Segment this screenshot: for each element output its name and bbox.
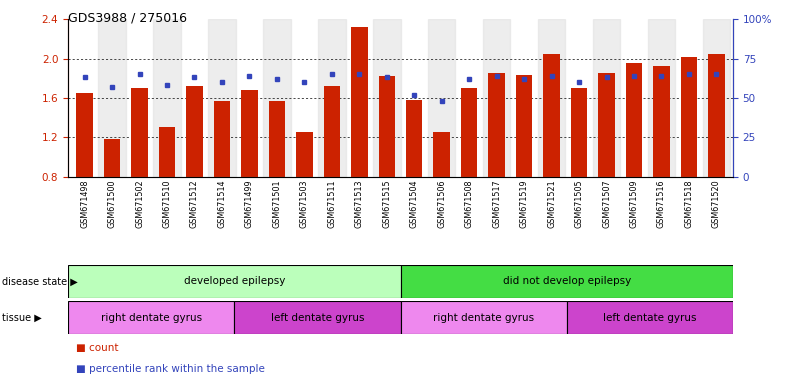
Bar: [186, 86, 203, 177]
Bar: [153, 19, 181, 177]
Bar: [68, 301, 235, 334]
Bar: [428, 19, 456, 177]
Bar: [104, 139, 120, 177]
Bar: [264, 19, 291, 177]
Bar: [400, 265, 733, 298]
Text: disease state ▶: disease state ▶: [2, 276, 78, 286]
Bar: [483, 19, 510, 177]
Text: left dentate gyrus: left dentate gyrus: [603, 313, 697, 323]
Bar: [626, 63, 642, 177]
Text: ■ count: ■ count: [76, 343, 119, 353]
Bar: [351, 27, 368, 177]
Text: tissue ▶: tissue ▶: [2, 313, 42, 323]
Bar: [567, 301, 733, 334]
Text: developed epilepsy: developed epilepsy: [183, 276, 285, 286]
Bar: [400, 301, 567, 334]
Bar: [648, 19, 675, 177]
Bar: [681, 56, 697, 177]
Bar: [76, 93, 93, 177]
Bar: [543, 54, 560, 177]
Bar: [318, 19, 345, 177]
Bar: [99, 19, 126, 177]
Bar: [433, 132, 450, 177]
Bar: [708, 54, 725, 177]
Bar: [159, 127, 175, 177]
Bar: [296, 132, 312, 177]
Bar: [593, 19, 620, 177]
Text: ■ percentile rank within the sample: ■ percentile rank within the sample: [76, 364, 265, 374]
Text: left dentate gyrus: left dentate gyrus: [271, 313, 364, 323]
Bar: [516, 75, 533, 177]
Bar: [406, 100, 422, 177]
Text: right dentate gyrus: right dentate gyrus: [101, 313, 202, 323]
Bar: [324, 86, 340, 177]
Bar: [241, 90, 258, 177]
Bar: [131, 88, 147, 177]
Bar: [489, 73, 505, 177]
Bar: [214, 101, 230, 177]
Bar: [654, 66, 670, 177]
Bar: [268, 101, 285, 177]
Text: GDS3988 / 275016: GDS3988 / 275016: [68, 12, 187, 25]
Bar: [379, 76, 395, 177]
Bar: [461, 88, 477, 177]
Text: right dentate gyrus: right dentate gyrus: [433, 313, 534, 323]
Bar: [571, 88, 587, 177]
Bar: [208, 19, 235, 177]
Bar: [68, 265, 400, 298]
Bar: [598, 73, 615, 177]
Bar: [537, 19, 566, 177]
Text: did not develop epilepsy: did not develop epilepsy: [502, 276, 631, 286]
Bar: [702, 19, 731, 177]
Bar: [373, 19, 400, 177]
Bar: [235, 301, 400, 334]
